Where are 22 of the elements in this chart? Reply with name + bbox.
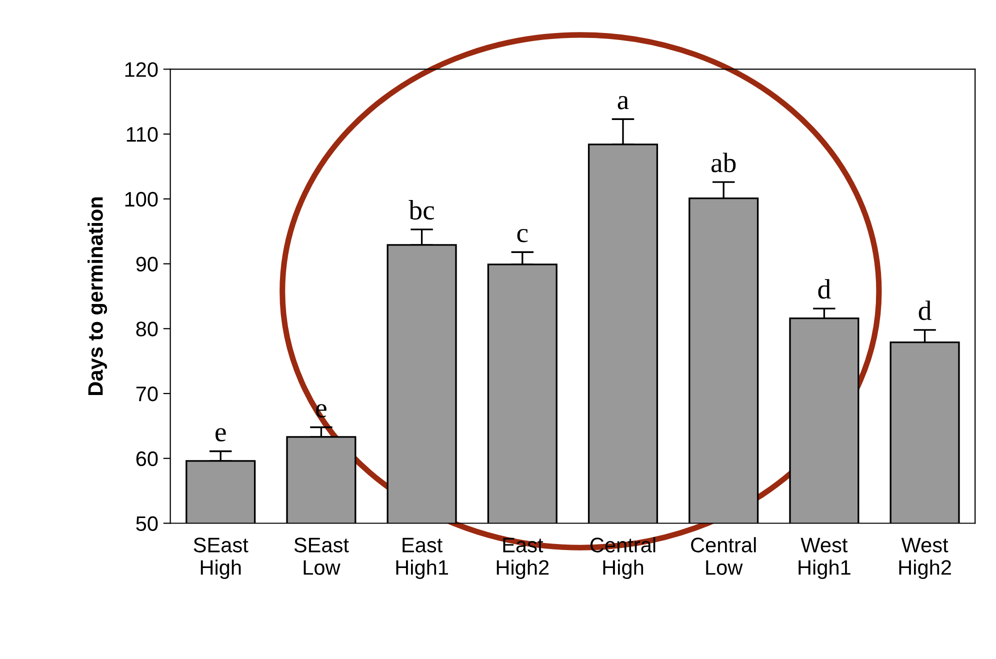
y-tick-label: 90: [136, 256, 158, 272]
y-tick-label: 50: [136, 516, 158, 531]
x-tick-label: Central Low: [691, 537, 756, 575]
x-tick-label: West High1: [798, 538, 850, 579]
y-tick-label: 80: [136, 322, 158, 336]
annotation: d: [818, 279, 831, 299]
annotation: bc: [408, 200, 434, 220]
annotation: e: [216, 428, 226, 442]
y-tick-label: 60: [136, 451, 158, 466]
annotation: c: [517, 228, 528, 242]
y-axis-title: Days to germination: [88, 197, 108, 395]
y-tick-label: 100: [125, 192, 158, 207]
y-tick-label: 70: [136, 386, 158, 402]
annotation: ab: [711, 152, 736, 172]
annotation: d: [918, 300, 932, 320]
y-tick-label: 110: [126, 127, 158, 142]
x-tick-label: SEast Low: [294, 538, 349, 575]
x-tick-label: West High2: [899, 538, 951, 579]
annotation: a: [618, 96, 629, 110]
y-tick-label: 120: [125, 62, 158, 77]
x-tick-label: SEast High: [194, 538, 248, 579]
x-tick-label: East High1: [396, 538, 448, 579]
